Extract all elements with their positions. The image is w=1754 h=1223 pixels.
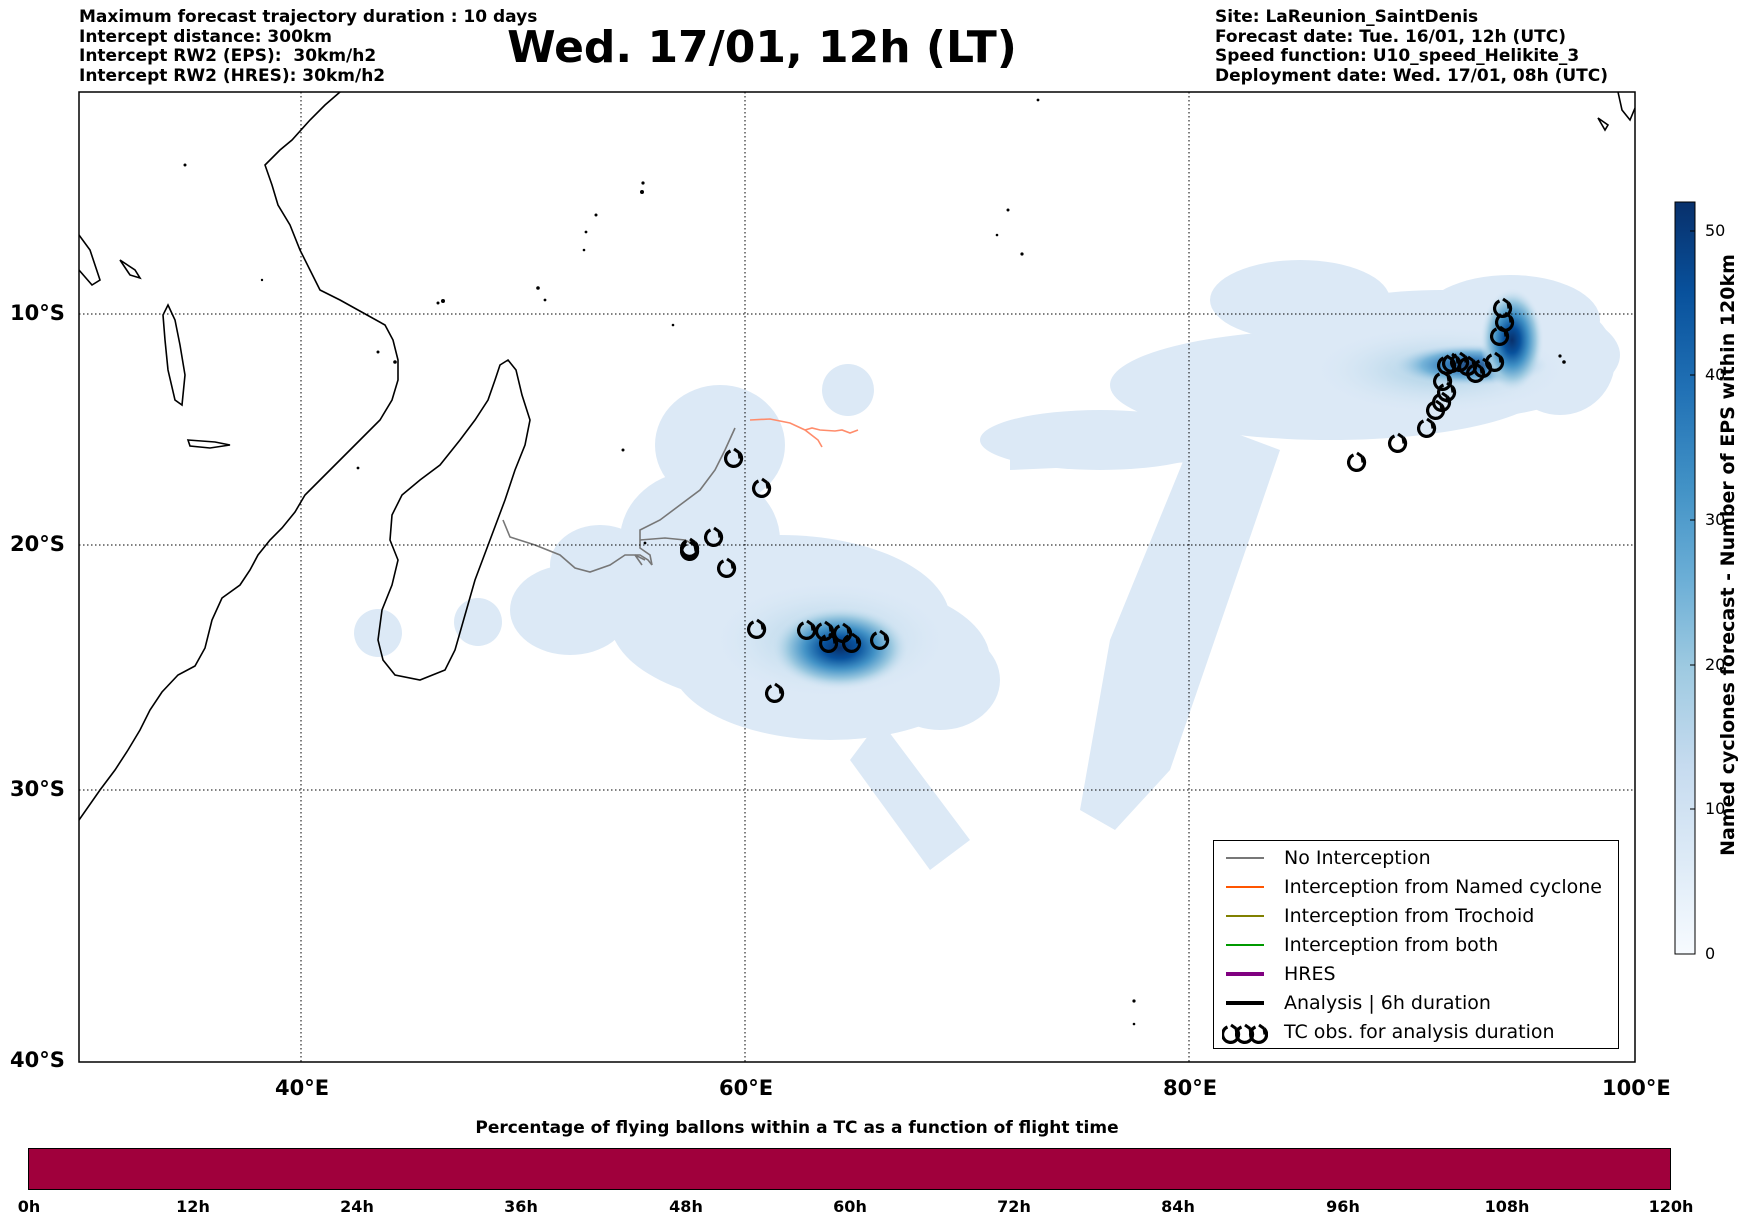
percent-bar-tick: 84h <box>1161 1197 1195 1216</box>
legend-item: Analysis | 6h duration <box>1222 990 1491 1016</box>
percent-bar-tick: 72h <box>997 1197 1031 1216</box>
header-left: Maximum forecast trajectory duration : 1… <box>79 7 538 86</box>
legend-item: Interception from Named cyclone <box>1222 874 1602 900</box>
header-left-line: Intercept RW2 (HRES): 30km/h2 <box>79 65 386 86</box>
percent-bar-tick: 0h <box>17 1197 41 1216</box>
header-left-line: Maximum forecast trajectory duration : 1… <box>79 7 538 27</box>
coastlines <box>79 92 1635 821</box>
legend-label: Interception from Trochoid <box>1284 905 1535 927</box>
percent-bar-title: Percentage of flying ballons within a TC… <box>475 1118 1119 1138</box>
header-right-line: Forecast date: Tue. 16/01, 12h (UTC) <box>1215 26 1566 47</box>
lat-tick: 20°S <box>10 532 65 556</box>
colorbar-tick: 40 <box>1705 365 1726 384</box>
legend-label: HRES <box>1284 963 1336 985</box>
small-islands <box>183 98 1566 1026</box>
header-left-line: Intercept RW2 (EPS): 30km/h2 <box>79 46 377 66</box>
percent-bar <box>28 1148 1671 1190</box>
gridlines <box>79 92 1635 1062</box>
legend-item: Interception from Trochoid <box>1222 903 1534 929</box>
header-right-line: Deployment date: Wed. 17/01, 08h (UTC) <box>1215 65 1609 86</box>
colorbar-title: Named cyclones forecast - Number of EPS … <box>1717 254 1739 856</box>
lat-tick: 10°S <box>10 301 65 325</box>
cyclone-icon <box>1220 1023 1269 1044</box>
percent-bar-tick: 24h <box>340 1197 374 1216</box>
legend-item: Interception from both <box>1222 932 1498 958</box>
colorbar-tick: 0 <box>1705 944 1716 963</box>
colorbar-tick: 30 <box>1705 510 1726 529</box>
percent-bar-tick: 120h <box>1648 1197 1694 1216</box>
header-right-line: Speed function: U10_speed_Helikite_3 <box>1215 46 1580 66</box>
colorbar-tick: 20 <box>1705 655 1726 674</box>
header-left-line: Intercept distance: 300km <box>79 26 332 47</box>
legend-item: HRES <box>1222 961 1336 987</box>
map-border <box>78 91 1636 1063</box>
legend-item: No Interception <box>1222 845 1431 871</box>
lat-tick: 40°S <box>10 1048 65 1072</box>
lon-tick: 80°E <box>1163 1076 1218 1100</box>
legend-label: Interception from both <box>1284 934 1499 956</box>
colorbar-tick: 10 <box>1705 799 1726 818</box>
colorbar-tick: 50 <box>1705 221 1726 240</box>
lon-tick: 100°E <box>1602 1076 1671 1100</box>
map-title: Wed. 17/01, 12h (LT) <box>507 22 1017 73</box>
legend-item: TC obs. for analysis duration <box>1220 1019 1555 1045</box>
legend-label: Analysis | 6h duration <box>1284 992 1491 1014</box>
lon-tick: 40°E <box>275 1076 330 1100</box>
percent-bar-tick: 12h <box>176 1197 210 1216</box>
header-right: Site: LaReunion_SaintDenis Forecast date… <box>1215 7 1609 86</box>
map-legend: No Interception Interception from Named … <box>1213 840 1619 1049</box>
header-right-line: Site: LaReunion_SaintDenis <box>1215 7 1479 27</box>
percent-bar-tick: 108h <box>1484 1197 1530 1216</box>
percent-bar-tick: 96h <box>1326 1197 1360 1216</box>
legend-label: TC obs. for analysis duration <box>1284 1021 1555 1043</box>
lon-tick: 60°E <box>719 1076 774 1100</box>
legend-label: Interception from Named cyclone <box>1284 876 1602 898</box>
lat-tick: 30°S <box>10 777 65 801</box>
percent-bar-tick: 36h <box>504 1197 538 1216</box>
density-colorbar <box>1674 201 1696 955</box>
percent-bar-tick: 60h <box>833 1197 867 1216</box>
eps-density-west-core <box>710 580 950 700</box>
trajectories <box>502 418 859 573</box>
legend-label: No Interception <box>1284 847 1431 869</box>
percent-bar-tick: 48h <box>669 1197 703 1216</box>
